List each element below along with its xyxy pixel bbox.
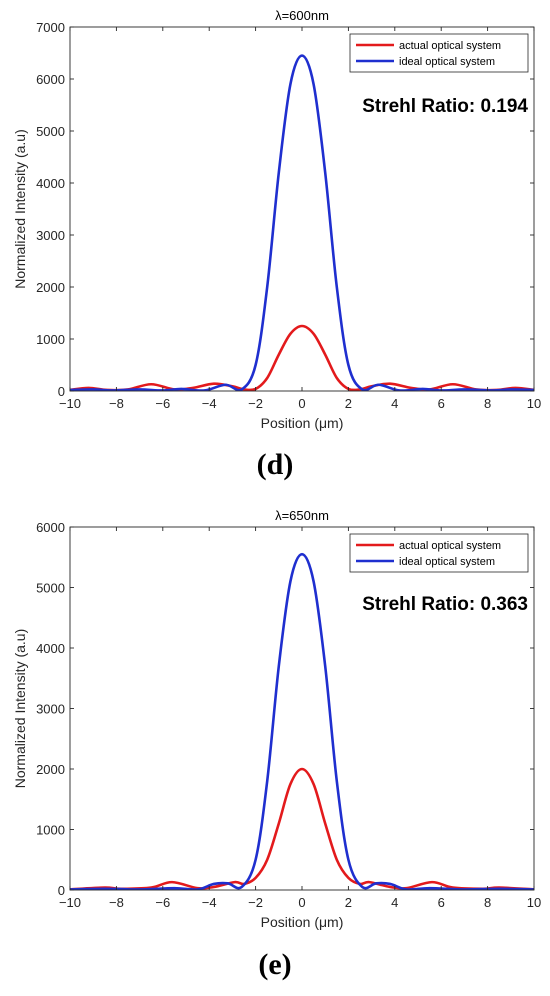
panel-label-d: (d) (256, 448, 294, 481)
x-tick-label: 6 (438, 396, 445, 411)
x-tick-label: 10 (527, 396, 541, 411)
x-tick-label: 6 (438, 895, 445, 910)
y-tick-label: 5000 (36, 581, 65, 596)
series-line-0 (70, 324, 534, 391)
x-tick-label: −10 (59, 895, 81, 910)
chart-0: −10 −8 −6 −4 −2 0 2 4 6 8 10 0 1000 2000 3000 4000 5000 6… (12, 8, 541, 431)
x-tick-label: −2 (248, 895, 263, 910)
series-line-1 (70, 552, 534, 890)
y-tick-label: 3000 (36, 228, 65, 243)
x-tick-label: −8 (109, 895, 124, 910)
y-tick-label: 4000 (36, 176, 65, 191)
x-tick-label: −8 (109, 396, 124, 411)
x-tick-label: −4 (202, 895, 217, 910)
y-tick-label: 2000 (36, 280, 65, 295)
x-tick-label: 0 (298, 895, 305, 910)
x-tick-label: −6 (155, 895, 170, 910)
y-tick-label: 3000 (36, 702, 65, 717)
y-tick-label: 6000 (36, 520, 65, 535)
chart-1: −10 −8 −6 −4 −2 0 2 4 6 8 10 0 1000 2000 3000 4000 5000 6… (12, 508, 541, 930)
x-tick-label: 4 (391, 396, 398, 411)
x-tick-label: 2 (345, 396, 352, 411)
x-axis-label: Position (μm) (261, 914, 344, 930)
y-tick-label: 0 (58, 883, 65, 898)
chart-title: λ=650nm (275, 508, 329, 523)
legend-box (349, 533, 529, 573)
series-line-0 (70, 767, 534, 890)
plot-frame (69, 26, 535, 392)
y-tick-label: 5000 (36, 124, 65, 139)
x-tick-label: −10 (59, 396, 81, 411)
x-tick-label: −6 (155, 396, 170, 411)
legend-label-1: ideal optical system (399, 56, 495, 68)
y-axis-label: Normalized Intensity (a.u) (12, 629, 28, 789)
y-tick-label: 7000 (36, 20, 65, 35)
y-tick-label: 2000 (36, 762, 65, 777)
legend-box (349, 33, 529, 73)
x-tick-label: −4 (202, 396, 217, 411)
x-tick-label: 8 (484, 895, 491, 910)
plot-frame (69, 526, 535, 891)
x-tick-label: 10 (527, 895, 541, 910)
x-tick-label: 8 (484, 396, 491, 411)
x-tick-label: 2 (345, 895, 352, 910)
x-tick-label: 0 (298, 396, 305, 411)
y-tick-label: 1000 (36, 823, 65, 838)
legend-label-0: actual optical system (399, 40, 501, 52)
y-tick-label: 4000 (36, 641, 65, 656)
x-axis-label: Position (μm) (261, 415, 344, 431)
strehl-ratio-annotation: Strehl Ratio: 0.363 (362, 594, 528, 615)
chart-title: λ=600nm (275, 8, 329, 23)
y-axis-label: Normalized Intensity (a.u) (12, 129, 28, 289)
y-tick-label: 0 (58, 384, 65, 399)
y-tick-label: 6000 (36, 72, 65, 87)
series-line-1 (70, 54, 534, 391)
legend-label-1: ideal optical system (399, 556, 495, 568)
legend-label-0: actual optical system (399, 540, 501, 552)
x-tick-label: −2 (248, 396, 263, 411)
x-tick-label: 4 (391, 895, 398, 910)
y-tick-label: 1000 (36, 332, 65, 347)
strehl-ratio-annotation: Strehl Ratio: 0.194 (362, 96, 528, 117)
panel-label-e: (e) (258, 948, 292, 981)
